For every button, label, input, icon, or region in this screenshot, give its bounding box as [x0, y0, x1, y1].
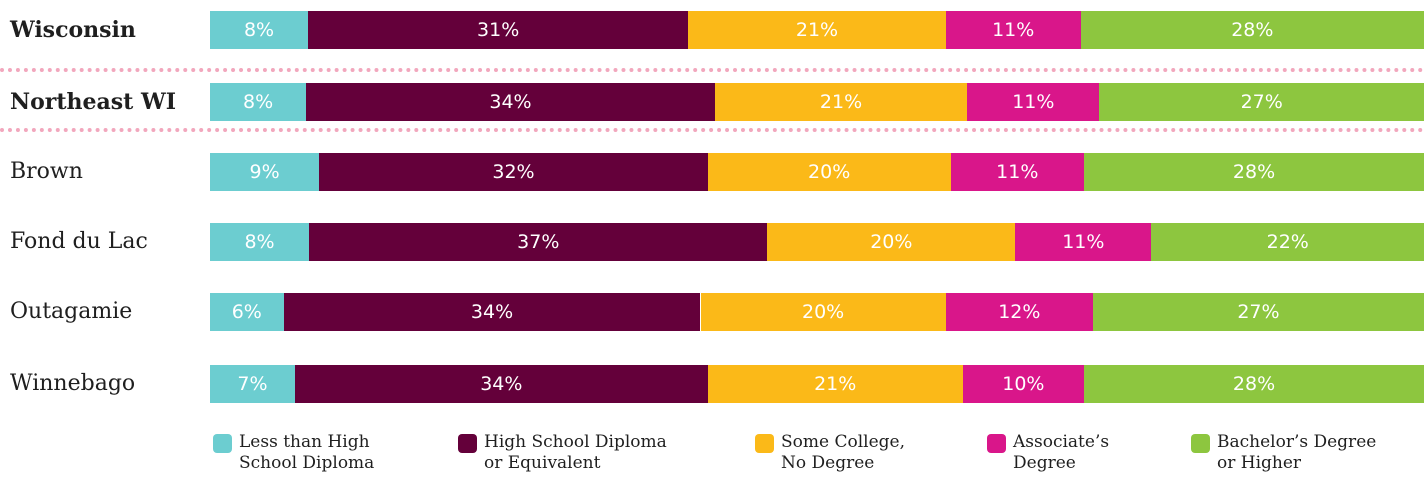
bar-segment [1080, 11, 1424, 49]
data-label: 20% [870, 231, 913, 253]
data-label: 8% [243, 19, 275, 41]
data-label: 21% [819, 91, 863, 113]
dotted-divider [0, 68, 1424, 72]
bar-segment [210, 83, 307, 121]
legend-item: Associate’s Degree [987, 432, 1109, 474]
category-label: Brown [10, 159, 83, 184]
data-label: 20% [802, 301, 845, 323]
bar-segment [688, 11, 946, 49]
bar-segment [1151, 223, 1424, 261]
bar-segment [294, 365, 708, 403]
data-label: 11% [1062, 231, 1105, 253]
data-label: 28% [1231, 19, 1274, 41]
category-label: Wisconsin [10, 17, 136, 43]
bar-segment [707, 365, 963, 403]
data-label: 27% [1240, 91, 1283, 113]
data-label: 22% [1266, 231, 1309, 253]
data-label: 11% [992, 19, 1035, 41]
data-label: 6% [231, 301, 262, 323]
data-label: 21% [814, 373, 857, 395]
bar-segment [945, 11, 1081, 49]
bar-segment [1099, 83, 1424, 121]
data-label: 10% [1002, 373, 1045, 395]
data-label: 8% [243, 91, 274, 113]
bar-segment [967, 83, 1100, 121]
bar-segment [945, 293, 1093, 331]
legend-label: Some College, No Degree [781, 432, 905, 473]
bar-segment [700, 293, 946, 331]
legend-swatch [987, 434, 1006, 453]
data-label: 34% [480, 373, 523, 395]
data-label: 8% [244, 231, 275, 253]
category-label: Northeast WI [10, 89, 176, 115]
legend-label: Less than High School Diploma [239, 432, 375, 473]
bar-segment [306, 83, 715, 121]
bar-segment [308, 11, 689, 49]
bar-segment [962, 365, 1085, 403]
data-label: 11% [1012, 91, 1055, 113]
data-label: 32% [492, 161, 535, 183]
bar-segment [210, 223, 310, 261]
data-label: 34% [489, 91, 532, 113]
bar-segment [1015, 223, 1152, 261]
data-label: 28% [1232, 373, 1276, 395]
bar-segment [1092, 293, 1424, 331]
data-label: 21% [795, 19, 839, 41]
legend-swatch [755, 434, 774, 453]
data-label: 28% [1232, 161, 1276, 183]
legend-swatch [458, 434, 477, 453]
bar-segment [210, 11, 309, 49]
legend-label: Associate’s Degree [1013, 432, 1110, 473]
data-label: 7% [237, 373, 268, 395]
bar-segment [210, 365, 295, 403]
bar-segment [319, 153, 708, 191]
data-label: 34% [470, 301, 514, 323]
bar-segment [707, 153, 951, 191]
data-label: 9% [249, 161, 280, 183]
data-label: 27% [1237, 301, 1280, 323]
data-label: 20% [808, 161, 851, 183]
legend-label: Bachelor’s Degree or Higher [1217, 432, 1377, 473]
data-label: 37% [517, 231, 560, 253]
bar-segment [1084, 153, 1424, 191]
legend-label: High School Diploma or Equivalent [484, 432, 667, 473]
legend-item: Some College, No Degree [755, 432, 905, 474]
bar-segment [767, 223, 1016, 261]
category-label: Fond du Lac [10, 229, 148, 254]
category-label: Outagamie [10, 299, 133, 324]
legend-item: Less than High School Diploma [213, 432, 374, 474]
data-label: 12% [998, 301, 1041, 323]
category-label: Winnebago [10, 371, 136, 396]
dotted-divider [0, 128, 1424, 132]
bar-segment [283, 293, 701, 331]
bar-segment [210, 293, 284, 331]
legend-item: High School Diploma or Equivalent [458, 432, 667, 474]
legend-swatch [1191, 434, 1210, 453]
legend-item: Bachelor’s Degree or Higher [1191, 432, 1376, 474]
bar-segment [1084, 365, 1424, 403]
bar-segment [210, 153, 320, 191]
legend-swatch [213, 434, 232, 453]
data-label: 11% [996, 161, 1039, 183]
bar-segment [309, 223, 768, 261]
bar-segment [950, 153, 1085, 191]
data-label: 31% [477, 19, 520, 41]
bar-segment [714, 83, 968, 121]
